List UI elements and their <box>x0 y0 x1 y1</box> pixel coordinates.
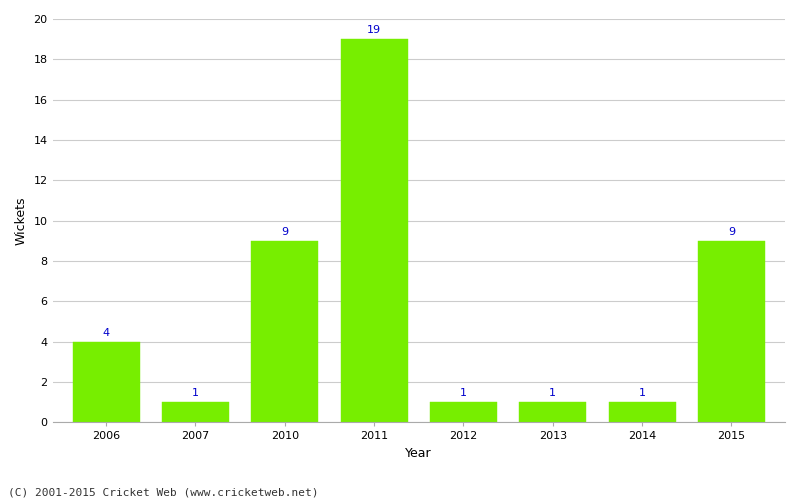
Text: 9: 9 <box>282 227 288 237</box>
Text: 4: 4 <box>102 328 110 338</box>
Text: 1: 1 <box>638 388 646 398</box>
Text: 1: 1 <box>460 388 467 398</box>
Bar <box>698 241 765 422</box>
Bar <box>609 402 675 422</box>
Text: 1: 1 <box>192 388 199 398</box>
Bar <box>341 39 408 422</box>
Bar <box>162 402 229 422</box>
Text: 1: 1 <box>550 388 556 398</box>
Bar <box>251 241 318 422</box>
Bar <box>73 342 140 422</box>
Text: 19: 19 <box>367 25 381 35</box>
Text: 9: 9 <box>728 227 735 237</box>
X-axis label: Year: Year <box>406 447 432 460</box>
Text: (C) 2001-2015 Cricket Web (www.cricketweb.net): (C) 2001-2015 Cricket Web (www.cricketwe… <box>8 488 318 498</box>
Y-axis label: Wickets: Wickets <box>15 196 28 245</box>
Bar <box>519 402 586 422</box>
Bar <box>430 402 497 422</box>
